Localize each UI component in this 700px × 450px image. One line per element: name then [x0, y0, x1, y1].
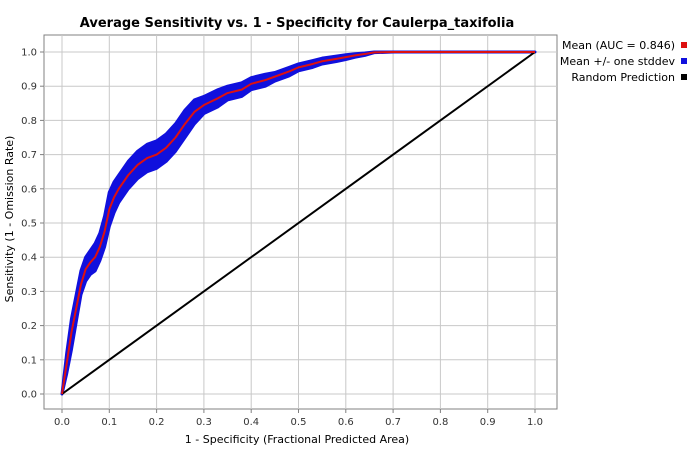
x-tick-label: 0.8 — [432, 417, 448, 428]
x-tick-label: 0.0 — [54, 417, 70, 428]
legend-swatch — [681, 74, 687, 80]
grid — [44, 35, 557, 409]
series-layer — [60, 50, 537, 396]
y-axis-label: Sensitivity (1 - Omission Rate) — [3, 136, 16, 303]
y-tick-label: 0.8 — [21, 116, 37, 127]
y-tick-label: 0.4 — [21, 253, 37, 264]
legend-label: Random Prediction — [571, 71, 675, 84]
legend-swatch — [681, 42, 687, 48]
y-tick-label: 0.6 — [21, 184, 37, 195]
y-tick-label: 0.1 — [21, 355, 37, 366]
y-tick-label: 0.9 — [21, 82, 37, 93]
x-tick-label: 0.1 — [101, 417, 117, 428]
y-tick-label: 0.2 — [21, 321, 37, 332]
x-axis: 0.0 0.1 0.2 0.3 0.4 0.5 0.6 0.7 0.8 0.9 1.0 — [54, 409, 543, 428]
x-tick-label: 0.5 — [291, 417, 307, 428]
y-tick-label: 0.0 — [21, 390, 37, 401]
chart-title: Average Sensitivity vs. 1 - Specificity … — [80, 16, 514, 31]
x-tick-label: 0.6 — [338, 417, 354, 428]
y-tick-label: 0.3 — [21, 287, 37, 298]
x-tick-label: 0.3 — [196, 417, 212, 428]
x-tick-label: 0.7 — [385, 417, 401, 428]
x-tick-label: 0.2 — [149, 417, 165, 428]
legend-label: Mean (AUC = 0.846) — [562, 39, 675, 52]
x-tick-label: 0.4 — [243, 417, 259, 428]
mean-roc-line — [61, 51, 535, 395]
y-tick-label: 1.0 — [21, 48, 37, 59]
y-tick-label: 0.5 — [21, 219, 37, 230]
legend: Mean (AUC = 0.846) Mean +/- one stddev Ran… — [560, 39, 687, 84]
y-axis: 0.0 0.1 0.2 0.3 0.4 0.5 0.6 0.7 0.8 0.9 1.0 — [21, 48, 44, 401]
legend-label: Mean +/- one stddev — [560, 55, 676, 68]
x-axis-label: 1 - Specificity (Fractional Predicted Ar… — [185, 433, 409, 446]
legend-swatch — [681, 58, 687, 64]
y-tick-label: 0.7 — [21, 150, 37, 161]
x-tick-label: 1.0 — [527, 417, 543, 428]
random-prediction-line — [61, 51, 536, 395]
x-tick-label: 0.9 — [480, 417, 496, 428]
